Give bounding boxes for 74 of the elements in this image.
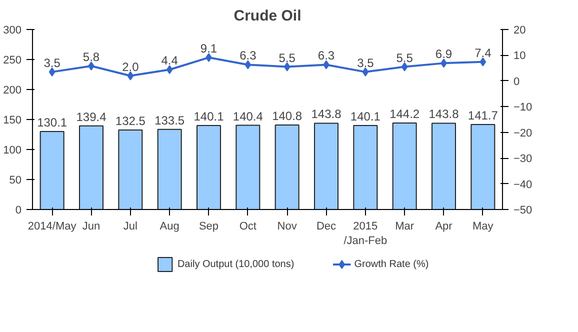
point (244, 60, 252, 70)
y2-tick-label: 0 (514, 76, 520, 88)
point (401, 62, 408, 72)
data-label: 2.0 (122, 60, 140, 74)
x-tick-label: Nov (277, 220, 298, 232)
data-label: 132.5 (115, 114, 146, 128)
bar (118, 130, 143, 210)
y2-tick-label: −40 (514, 178, 532, 191)
x-tick-label: Mar (395, 220, 414, 232)
data-label: 9.1 (200, 42, 218, 56)
bar (274, 124, 300, 210)
data-label: 5.5 (396, 50, 414, 65)
x-tick-label: 2014/May (28, 220, 77, 232)
data-label: 5.5 (278, 50, 296, 65)
x-tick-label: Jul (123, 220, 138, 232)
x-tick-label: Dec (316, 220, 337, 232)
y-tick-label: 250 (3, 54, 22, 66)
data-label: 140.1 (350, 109, 381, 124)
point (480, 57, 486, 66)
x-tick-label: Sep (198, 220, 219, 232)
data-label: 144.2 (390, 106, 420, 121)
data-label: 143.8 (311, 107, 342, 122)
y2-tick-label: 20 (514, 24, 526, 36)
y-tick-label: 100 (3, 144, 22, 156)
bar (392, 122, 417, 210)
bar (353, 124, 378, 210)
data-label: 3.5 (44, 56, 61, 70)
data-label: 6.3 (240, 48, 257, 63)
data-label: 140.8 (272, 109, 302, 124)
data-label: 133.5 (154, 113, 185, 128)
data-label: 3.5 (357, 56, 374, 70)
point (127, 71, 134, 80)
data-label: 139.4 (76, 110, 107, 124)
y2-tick-label: −30 (514, 153, 532, 166)
data-label: 4.4 (161, 54, 178, 68)
data-label: 6.3 (318, 48, 335, 63)
y-tick-label: 300 (3, 24, 22, 36)
data-label: 143.8 (428, 107, 460, 122)
x-tick-label: May (472, 220, 494, 232)
legend-label: Growth Rate (%) (354, 259, 429, 270)
y2-tick-label: −20 (514, 127, 532, 140)
chart-title: Crude Oil (234, 8, 302, 24)
y-tick-label: 0 (15, 204, 22, 216)
legend-label: Daily Output (10,000 tons) (177, 259, 294, 270)
bar (79, 125, 104, 210)
y-tick-label: 150 (3, 114, 22, 126)
x-tick-label: Aug (160, 220, 180, 232)
y2-tick-label: 10 (514, 50, 526, 62)
bar (236, 124, 260, 210)
data-label: 140.4 (232, 109, 264, 124)
x-tick-label: 2015 /Jan-Feb (344, 220, 388, 247)
y2-tick-label: −10 (514, 102, 532, 114)
data-label: 141.7 (468, 108, 498, 122)
point (48, 67, 56, 76)
data-label: 5.8 (82, 50, 100, 64)
point (362, 67, 369, 76)
bar (196, 124, 221, 210)
bar (157, 128, 182, 210)
point (166, 65, 173, 74)
point (284, 62, 290, 72)
x-tick-label: Oct (239, 220, 256, 232)
data-label: 6.9 (435, 47, 452, 62)
y-tick-label: 200 (3, 84, 22, 96)
y2-tick-label: −50 (514, 204, 532, 216)
bar (40, 130, 64, 210)
data-label: 140.1 (194, 109, 224, 124)
x-tick-label: Jun (82, 220, 100, 232)
x-tick-label: Apr (435, 220, 453, 232)
bar (470, 124, 496, 210)
y-tick-label: 50 (9, 174, 22, 186)
data-label: 7.4 (474, 46, 492, 60)
bar (432, 122, 456, 210)
data-label: 130.1 (37, 115, 68, 130)
bar (314, 122, 338, 210)
